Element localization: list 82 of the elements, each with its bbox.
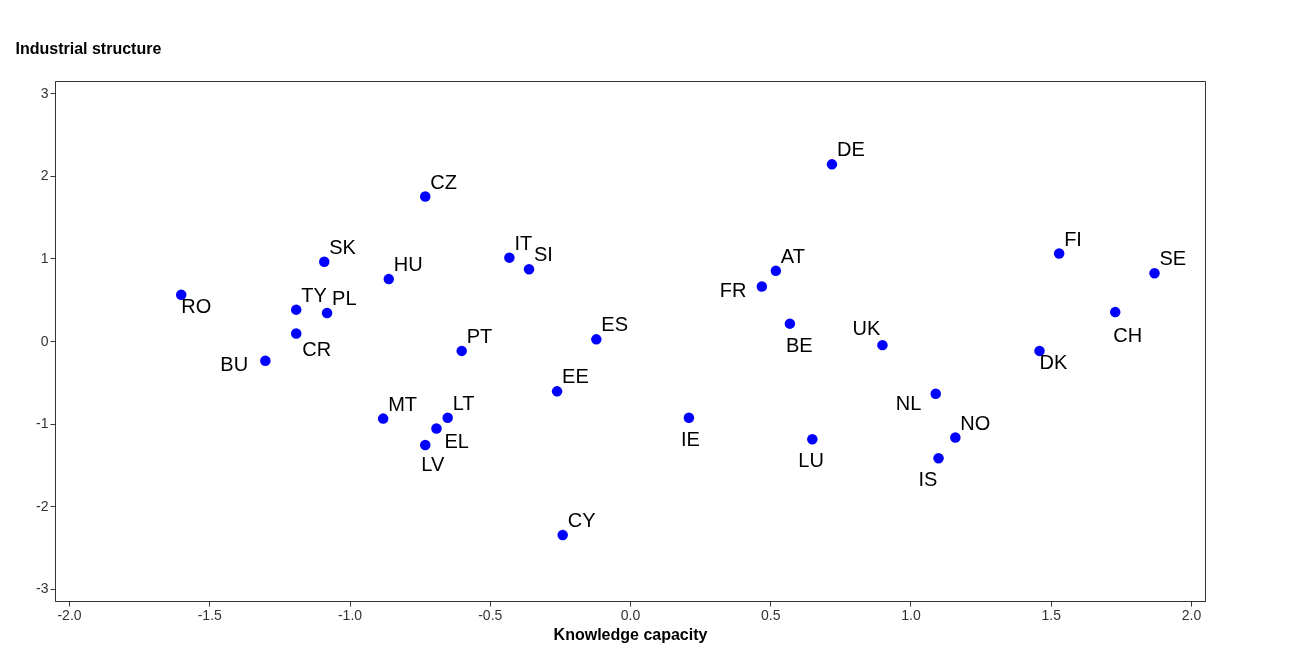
annotation: MT: [388, 392, 418, 415]
y-tick-label: 2: [40, 167, 49, 184]
annotation: CY: [567, 508, 596, 531]
x-tick-label: 1.0: [901, 606, 921, 623]
point: [1110, 306, 1121, 318]
x-tick-label: 0.5: [761, 606, 781, 623]
point: [1034, 345, 1045, 357]
y-tick-label: 3: [40, 84, 49, 101]
y-tick-label: 1: [40, 249, 49, 266]
point: [930, 388, 941, 400]
annotation: NL: [895, 391, 922, 414]
point: [557, 529, 568, 541]
annotation: PL: [332, 286, 357, 309]
annotation: IE: [680, 427, 700, 450]
annotation: UK: [852, 317, 881, 340]
y-tick-label: -1: [36, 415, 49, 432]
x-tick-label: 1.5: [1041, 606, 1062, 623]
point: [504, 252, 515, 263]
annotation: LV: [421, 453, 445, 475]
point: [770, 265, 782, 277]
point: [377, 413, 389, 424]
annotation: EL: [444, 430, 469, 453]
annotation: CH: [1113, 324, 1143, 347]
point: [456, 345, 467, 357]
point: [1149, 268, 1160, 279]
annotation: BU: [220, 352, 249, 375]
point: [290, 328, 302, 339]
y-tick-label: -3: [36, 580, 49, 597]
annotation: LT: [452, 391, 475, 414]
point: [175, 289, 187, 301]
point: [321, 307, 333, 319]
point: [319, 256, 330, 267]
point: [420, 439, 431, 451]
annotation: DK: [1039, 350, 1068, 373]
x-tick-label: -2.0: [57, 606, 82, 623]
x-tick-label: -1.0: [337, 606, 363, 623]
point: [1053, 248, 1065, 259]
point: [523, 263, 535, 275]
annotation: LU: [798, 449, 824, 472]
annotation: HU: [393, 253, 423, 276]
annotation: NO: [960, 411, 991, 434]
point: [756, 281, 768, 292]
x-tick-label: -0.5: [478, 606, 503, 623]
point: [383, 273, 395, 285]
annotation: AT: [780, 244, 805, 267]
point: [807, 433, 818, 445]
point: [290, 304, 302, 315]
point: [877, 339, 888, 351]
annotation: CZ: [430, 170, 457, 193]
annotation: RO: [181, 294, 212, 317]
annotation: SI: [534, 243, 553, 266]
point: [591, 334, 602, 345]
annotation: BE: [785, 333, 813, 356]
annotation: CR: [302, 337, 332, 360]
x-tick-label: 2.0: [1181, 606, 1202, 623]
point: [260, 355, 271, 367]
x-axis-title: Knowledge capacity: [553, 625, 708, 643]
annotation: IT: [514, 231, 533, 254]
y-tick-label: 0: [40, 332, 49, 349]
annotation: TY: [301, 283, 327, 306]
annotation: ES: [601, 313, 629, 336]
annotation: PT: [466, 324, 493, 347]
point: [683, 412, 695, 423]
point: [784, 318, 796, 329]
x-tick-label: 0.0: [620, 606, 641, 623]
x-tick-label: -1.5: [197, 606, 223, 623]
point: [431, 423, 442, 434]
point: [826, 159, 838, 170]
annotation: IS: [918, 468, 938, 491]
annotation: EE: [562, 365, 589, 388]
point: [420, 191, 431, 202]
annotation: FI: [1064, 227, 1082, 250]
annotation: SK: [329, 235, 357, 258]
annotation: SE: [1159, 247, 1187, 270]
annotation: FR: [719, 278, 747, 301]
y-axis-title: Industrial structure: [15, 39, 162, 57]
point: [950, 432, 961, 443]
annotation: DE: [836, 138, 865, 161]
y-tick-label: -2: [36, 497, 49, 514]
point: [551, 386, 563, 397]
point: [442, 412, 453, 423]
point: [933, 452, 944, 464]
